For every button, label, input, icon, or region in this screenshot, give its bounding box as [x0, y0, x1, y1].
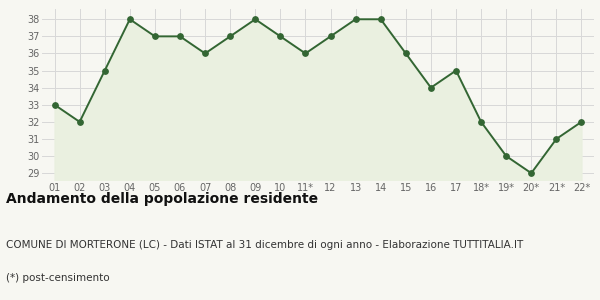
Text: (*) post-censimento: (*) post-censimento	[6, 273, 110, 283]
Point	[351, 17, 361, 22]
Point	[326, 34, 335, 39]
Point	[175, 34, 185, 39]
Point	[502, 154, 511, 158]
Point	[301, 51, 310, 56]
Text: Andamento della popolazione residente: Andamento della popolazione residente	[6, 192, 318, 206]
Point	[150, 34, 160, 39]
Point	[226, 34, 235, 39]
Point	[200, 51, 210, 56]
Point	[551, 136, 561, 141]
Point	[476, 119, 486, 124]
Point	[526, 171, 536, 176]
Point	[426, 85, 436, 90]
Point	[451, 68, 461, 73]
Point	[75, 119, 85, 124]
Point	[125, 17, 134, 22]
Point	[275, 34, 285, 39]
Point	[401, 51, 410, 56]
Point	[50, 102, 59, 107]
Point	[376, 17, 386, 22]
Point	[577, 119, 586, 124]
Point	[100, 68, 110, 73]
Point	[250, 17, 260, 22]
Text: COMUNE DI MORTERONE (LC) - Dati ISTAT al 31 dicembre di ogni anno - Elaborazione: COMUNE DI MORTERONE (LC) - Dati ISTAT al…	[6, 240, 523, 250]
